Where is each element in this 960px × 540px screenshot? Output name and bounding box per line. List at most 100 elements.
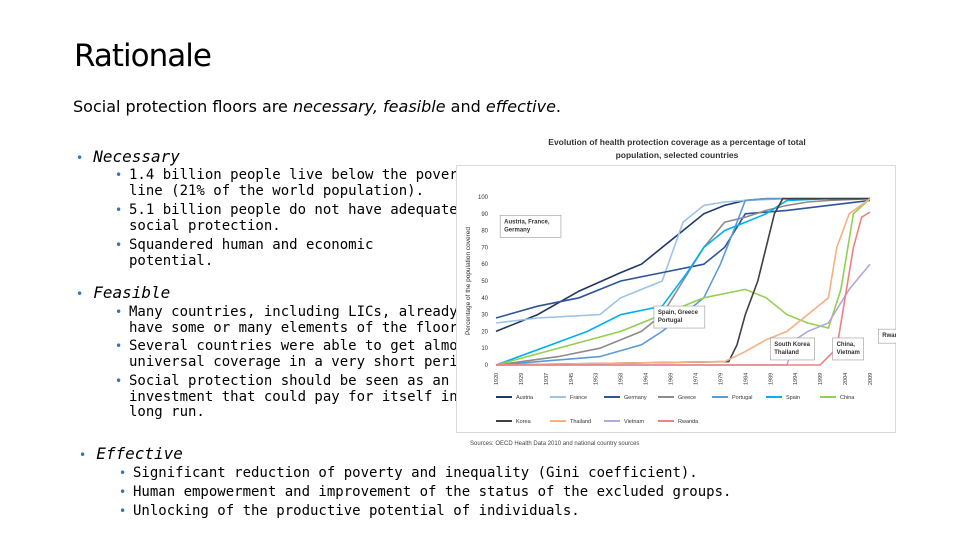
bullet-icon: • — [79, 448, 87, 462]
item-line: have some or many elements of the floor. — [129, 319, 467, 336]
y-tick-label: 20 — [481, 329, 488, 335]
legend-label: Spain — [786, 395, 800, 401]
annotation-box — [832, 337, 865, 361]
item-line: Several countries were able to get almos… — [129, 338, 475, 354]
annotation-label: Thailand — [774, 350, 799, 356]
legend-label: France — [570, 395, 587, 401]
x-tick-label: 1953 — [594, 373, 600, 385]
legend-label: Germany — [624, 395, 647, 401]
legend-label: Austria — [516, 395, 534, 401]
series-line-thailand — [495, 198, 871, 366]
necessary-item-3: • Squandered human and economic potential. — [115, 237, 373, 269]
item-line: potential. — [129, 252, 214, 269]
necessary-item-2: • 5.1 billion people do not have adequate… — [115, 202, 458, 234]
section-heading-feasible: • Feasible — [76, 283, 170, 302]
annotation-box — [653, 305, 706, 329]
legend-label: Portugal — [732, 395, 753, 401]
section-heading-effective: • Effective — [79, 444, 183, 463]
necessary-item-1: • 1.4 billion people live below the pover… — [115, 167, 475, 199]
bullet-icon: • — [115, 339, 123, 353]
annotation-label: Spain, Greece — [658, 310, 699, 316]
annotation-label: Portugal — [658, 318, 683, 324]
series-line-rwanda — [496, 211, 871, 366]
item-line: social protection. — [129, 217, 281, 234]
chart-source: Sources: OECD Health Data 2010 and natio… — [470, 441, 640, 447]
legend-label: Rwanda — [678, 419, 699, 425]
x-tick-label: 1974 — [693, 373, 699, 385]
y-tick-label: 70 — [481, 245, 488, 251]
x-tick-label: 1964 — [644, 373, 650, 385]
legend-label: Greece — [678, 395, 696, 401]
x-tick-label: 1994 — [793, 373, 799, 385]
y-tick-label: 90 — [481, 212, 488, 218]
bullet-icon: • — [115, 203, 123, 217]
y-tick-label: 100 — [478, 195, 489, 201]
x-tick-label: 1937 — [544, 373, 550, 385]
series-line-spain — [495, 197, 870, 366]
y-tick-label: 60 — [481, 262, 488, 268]
effective-item-2: • Human empowerment and improvement of th… — [119, 484, 732, 501]
section-heading-necessary: • Necessary — [76, 147, 180, 166]
series-line-greece — [495, 197, 871, 366]
annotation-box — [499, 215, 562, 238]
item-line: Many countries, including LICs, already — [129, 304, 458, 320]
intro-part-2: necessary, feasible — [292, 97, 446, 116]
slide-intro: Social protection floors are necessary, … — [73, 97, 561, 116]
item-line: investment that could pay for itself in … — [129, 388, 492, 405]
chart-frame — [456, 165, 896, 433]
bullet-icon: • — [115, 305, 123, 319]
feasible-item-1: • Many countries, including LICs, already… — [115, 304, 467, 336]
coverage-line-chart: 0 10 20 30 40 50 60 70 80 90 100 Percentage of the … — [456, 165, 910, 433]
annotation-label: China, — [837, 342, 856, 348]
intro-part-3: and — [445, 97, 486, 116]
annotation-label: Austria, France, — [504, 219, 550, 225]
legend-label: China — [840, 395, 855, 401]
y-axis-label: Percentage of the population covered — [465, 227, 472, 335]
effective-item-1: • Significant reduction of poverty and in… — [119, 465, 698, 482]
bullet-icon: • — [115, 374, 123, 388]
legend-label: Korea — [516, 419, 532, 425]
item-line: Significant reduction of poverty and ine… — [133, 465, 698, 481]
x-tick-label: 2004 — [843, 373, 849, 385]
bullet-icon: • — [119, 485, 127, 499]
item-line: Social protection should be seen as an — [129, 373, 450, 389]
x-tick-label: 1999 — [818, 373, 824, 385]
series-line-germany — [495, 199, 871, 319]
y-tick-label: 30 — [481, 313, 488, 319]
y-tick-label: 50 — [481, 279, 488, 285]
annotation-label: Vietnam — [837, 350, 860, 356]
annotation-label: Germany — [504, 227, 531, 233]
item-line: Human empowerment and improvement of the… — [133, 484, 732, 500]
x-tick-label: 1945 — [569, 373, 575, 385]
feasible-item-3: • Social protection should be seen as an i… — [115, 373, 492, 421]
slide-title: Rationale — [74, 38, 212, 74]
bullet-icon: • — [119, 504, 127, 518]
item-line: Unlocking of the productive potential of… — [133, 503, 580, 519]
item-line: universal coverage in a very short perio… — [129, 353, 484, 370]
x-tick-label: 1979 — [718, 373, 724, 385]
bullet-icon: • — [115, 168, 123, 182]
x-tick-label: 2009 — [868, 373, 874, 385]
feasible-item-2: • Several countries were able to get almo… — [115, 338, 484, 370]
section-heading-text: Feasible — [93, 283, 171, 302]
y-tick-label: 40 — [481, 296, 488, 302]
bullet-icon: • — [115, 238, 123, 252]
x-tick-label: 1969 — [669, 373, 675, 385]
section-heading-text: Necessary — [93, 147, 180, 166]
effective-item-3: • Unlocking of the productive potential o… — [119, 503, 580, 520]
annotation-box — [769, 337, 815, 361]
y-tick-label: 10 — [481, 346, 488, 352]
item-line: line (21% of the world population). — [129, 182, 425, 199]
intro-part-1: Social protection floors are — [73, 97, 293, 116]
intro-part-4: effective — [485, 97, 556, 116]
annotation-label: Rwanda, — [882, 333, 896, 339]
x-tick-label: 1984 — [743, 373, 749, 385]
x-tick-label: 1929 — [519, 373, 525, 385]
item-line: 5.1 billion people do not have adequate — [129, 202, 458, 218]
bullet-icon: • — [76, 151, 84, 165]
chart-container: 0 10 20 30 40 50 60 70 80 90 100 Percentage of the … — [456, 165, 910, 433]
bullet-icon: • — [119, 466, 127, 480]
intro-part-5: . — [555, 97, 561, 116]
series-line-korea — [495, 197, 870, 366]
chart-title: Evolution of health protection coverage … — [548, 137, 806, 160]
